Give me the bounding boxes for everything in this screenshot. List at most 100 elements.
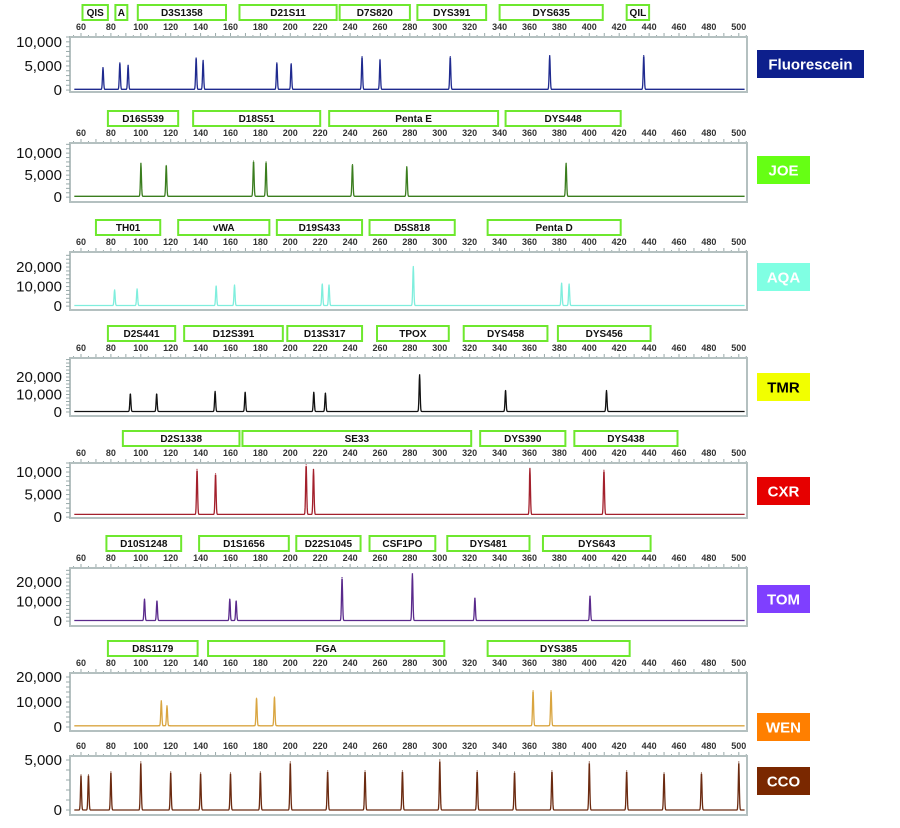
x-tick-label: 360 [522,448,537,458]
x-tick-label: 240 [343,448,358,458]
peak-point [214,390,216,392]
x-tick-label: 80 [106,22,116,32]
x-tick-label: 280 [402,128,417,138]
x-tick-label: 140 [193,741,208,751]
x-tick-label: 120 [163,22,178,32]
x-tick-label: 200 [283,237,298,247]
x-tick-label: 300 [432,22,447,32]
y-tick-label: 10,000 [16,34,62,51]
x-tick-label: 480 [701,343,716,353]
x-tick-label: 420 [612,22,627,32]
peak-point [196,468,198,470]
dye-label-box [757,50,864,78]
trace-line [74,161,745,197]
x-tick-label: 480 [701,448,716,458]
peak-point [361,55,363,58]
marker-label: Penta D [536,223,573,234]
y-tick-label: 0 [54,189,62,206]
x-tick-label: 280 [402,741,417,751]
dye-label-box [757,713,810,741]
x-tick-label: 380 [552,658,567,668]
marker-label: SE33 [345,434,370,445]
y-tick-label: 20,000 [16,259,62,276]
peak-point [327,770,329,772]
x-tick-label: 80 [106,237,116,247]
x-tick-label: 440 [642,658,657,668]
x-tick-label: 240 [343,741,358,751]
peak-point [289,761,291,763]
x-tick-label: 260 [372,553,387,563]
peak-point [504,389,507,392]
dye-label-box [757,767,810,795]
x-tick-label: 320 [462,448,477,458]
x-tick-label: 140 [193,237,208,247]
peak-point [110,771,112,773]
marker-box [462,325,549,342]
peak-point [305,464,307,466]
y-tick-label: 5,000 [24,58,62,75]
marker-label: D13S317 [304,329,346,340]
x-tick-label: 120 [163,237,178,247]
peak-point [364,770,366,772]
x-tick-label: 300 [432,128,447,138]
trace-line [74,466,745,516]
x-tick-label: 360 [522,237,537,247]
marker-label: DYS458 [487,329,525,340]
panel-aqa: TH01 vWA D19S433 D5S818 Penta D 60 80 100 120 140… [16,219,810,315]
x-tick-label: 160 [223,237,238,247]
dye-label-box [757,585,810,613]
marker-box [81,4,109,21]
marker-box [479,430,567,447]
marker-box [446,535,531,552]
x-tick-label: 280 [402,553,417,563]
marker-label: DYS438 [607,434,645,445]
x-tick-label: 240 [343,237,358,247]
x-tick-label: 380 [552,128,567,138]
x-tick-label: 500 [731,237,746,247]
peak-point [259,771,261,773]
plot-frame [69,755,748,816]
x-tick-label: 460 [671,128,686,138]
x-tick-label: 360 [522,343,537,353]
y-tick-label: 10,000 [16,464,62,481]
x-tick-label: 240 [343,128,358,138]
x-tick-label: 400 [582,553,597,563]
x-tick-label: 300 [432,741,447,751]
panel-tmr: D2S441 D12S391 D13S317 TPOX DYS458 DYS456 60 80… [16,325,810,421]
plot-frame [69,36,748,93]
x-tick-label: 260 [372,448,387,458]
peak-point [214,473,217,475]
peak-point [313,391,315,393]
x-tick-label: 200 [283,448,298,458]
x-tick-label: 160 [223,448,238,458]
x-tick-label: 220 [313,343,328,353]
x-tick-label: 80 [106,128,116,138]
x-tick-label: 480 [701,237,716,247]
marker-box [504,110,622,127]
peak-point [401,770,404,772]
x-tick-label: 260 [372,237,387,247]
peak-point [165,164,167,167]
peak-point [605,389,608,392]
x-tick-label: 140 [193,343,208,353]
peak-point [87,774,90,776]
x-tick-label: 340 [492,553,507,563]
x-tick-label: 420 [612,658,627,668]
x-tick-label: 160 [223,22,238,32]
trace-line [74,761,745,811]
x-tick-label: 200 [283,741,298,751]
y-tick-label: 20,000 [16,574,62,591]
peak-point [143,598,146,600]
x-tick-label: 200 [283,343,298,353]
marker-box [556,325,652,342]
peak-point [265,161,267,163]
x-tick-label: 120 [163,448,178,458]
plot-frame [69,672,748,732]
x-tick-label: 340 [492,448,507,458]
dye-label: Fluorescein [768,57,852,74]
x-tick-label: 360 [522,22,537,32]
peak-point [549,54,551,57]
peak-point [170,771,172,773]
marker-box [94,219,162,236]
x-tick-label: 200 [283,658,298,668]
